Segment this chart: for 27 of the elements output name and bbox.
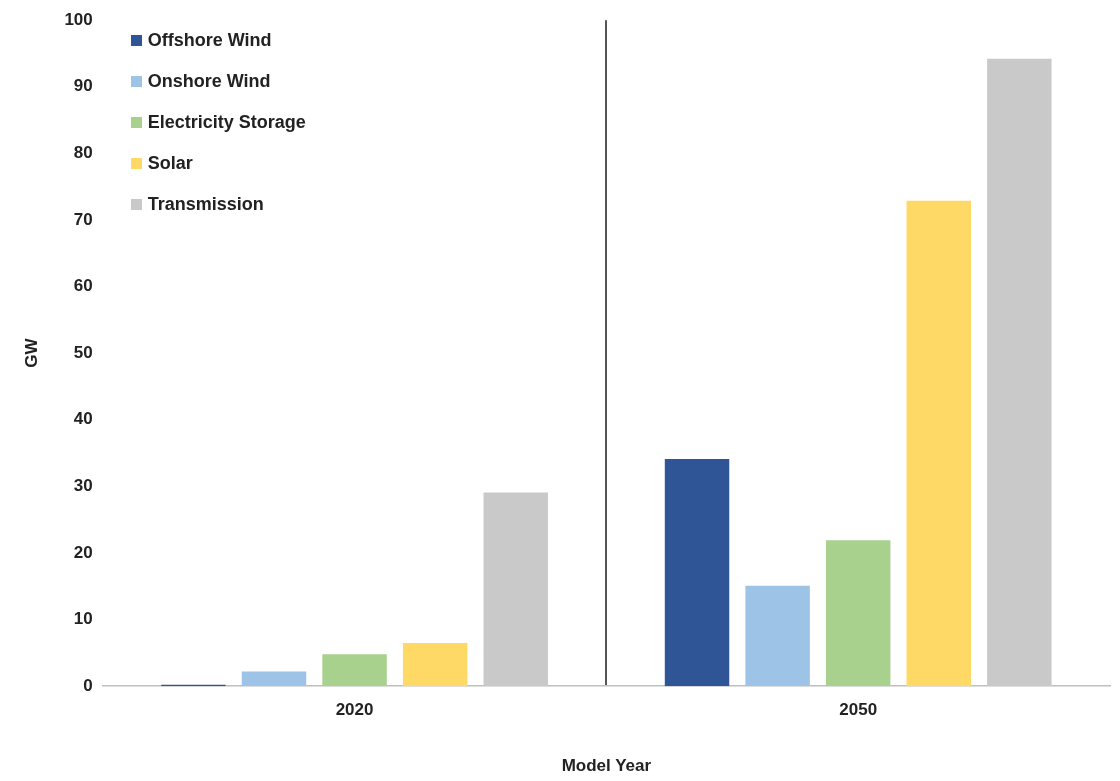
y-tick-label: 40	[73, 409, 93, 429]
legend-label: Transmission	[147, 194, 264, 216]
bar	[322, 654, 387, 687]
x-tick-label: 2020	[335, 700, 374, 720]
y-tick-label: 70	[73, 209, 93, 229]
y-tick-label: 60	[73, 276, 93, 296]
x-axis-title: Model Year	[561, 756, 652, 776]
legend-label: Offshore Wind	[147, 30, 272, 52]
y-tick-label: 50	[73, 342, 93, 362]
bar	[241, 671, 307, 687]
y-tick-label: 0	[83, 675, 93, 695]
bar	[745, 585, 810, 687]
legend-label: Onshore Wind	[147, 71, 271, 93]
x-tick-label: 2050	[839, 700, 878, 720]
bar	[664, 459, 730, 687]
legend-label: Electricity Storage	[147, 112, 306, 134]
legend-label: Solar	[147, 153, 193, 175]
bar	[402, 642, 468, 687]
y-tick-label: 100	[64, 9, 93, 29]
bar	[906, 200, 971, 687]
bar	[825, 540, 891, 687]
y-tick-label: 30	[73, 476, 93, 496]
y-tick-label: 90	[73, 76, 93, 96]
y-tick-label: 80	[73, 143, 93, 163]
y-tick-label: 20	[73, 542, 93, 562]
y-tick-label: 10	[73, 609, 93, 629]
y-axis-title: GW	[21, 337, 41, 368]
